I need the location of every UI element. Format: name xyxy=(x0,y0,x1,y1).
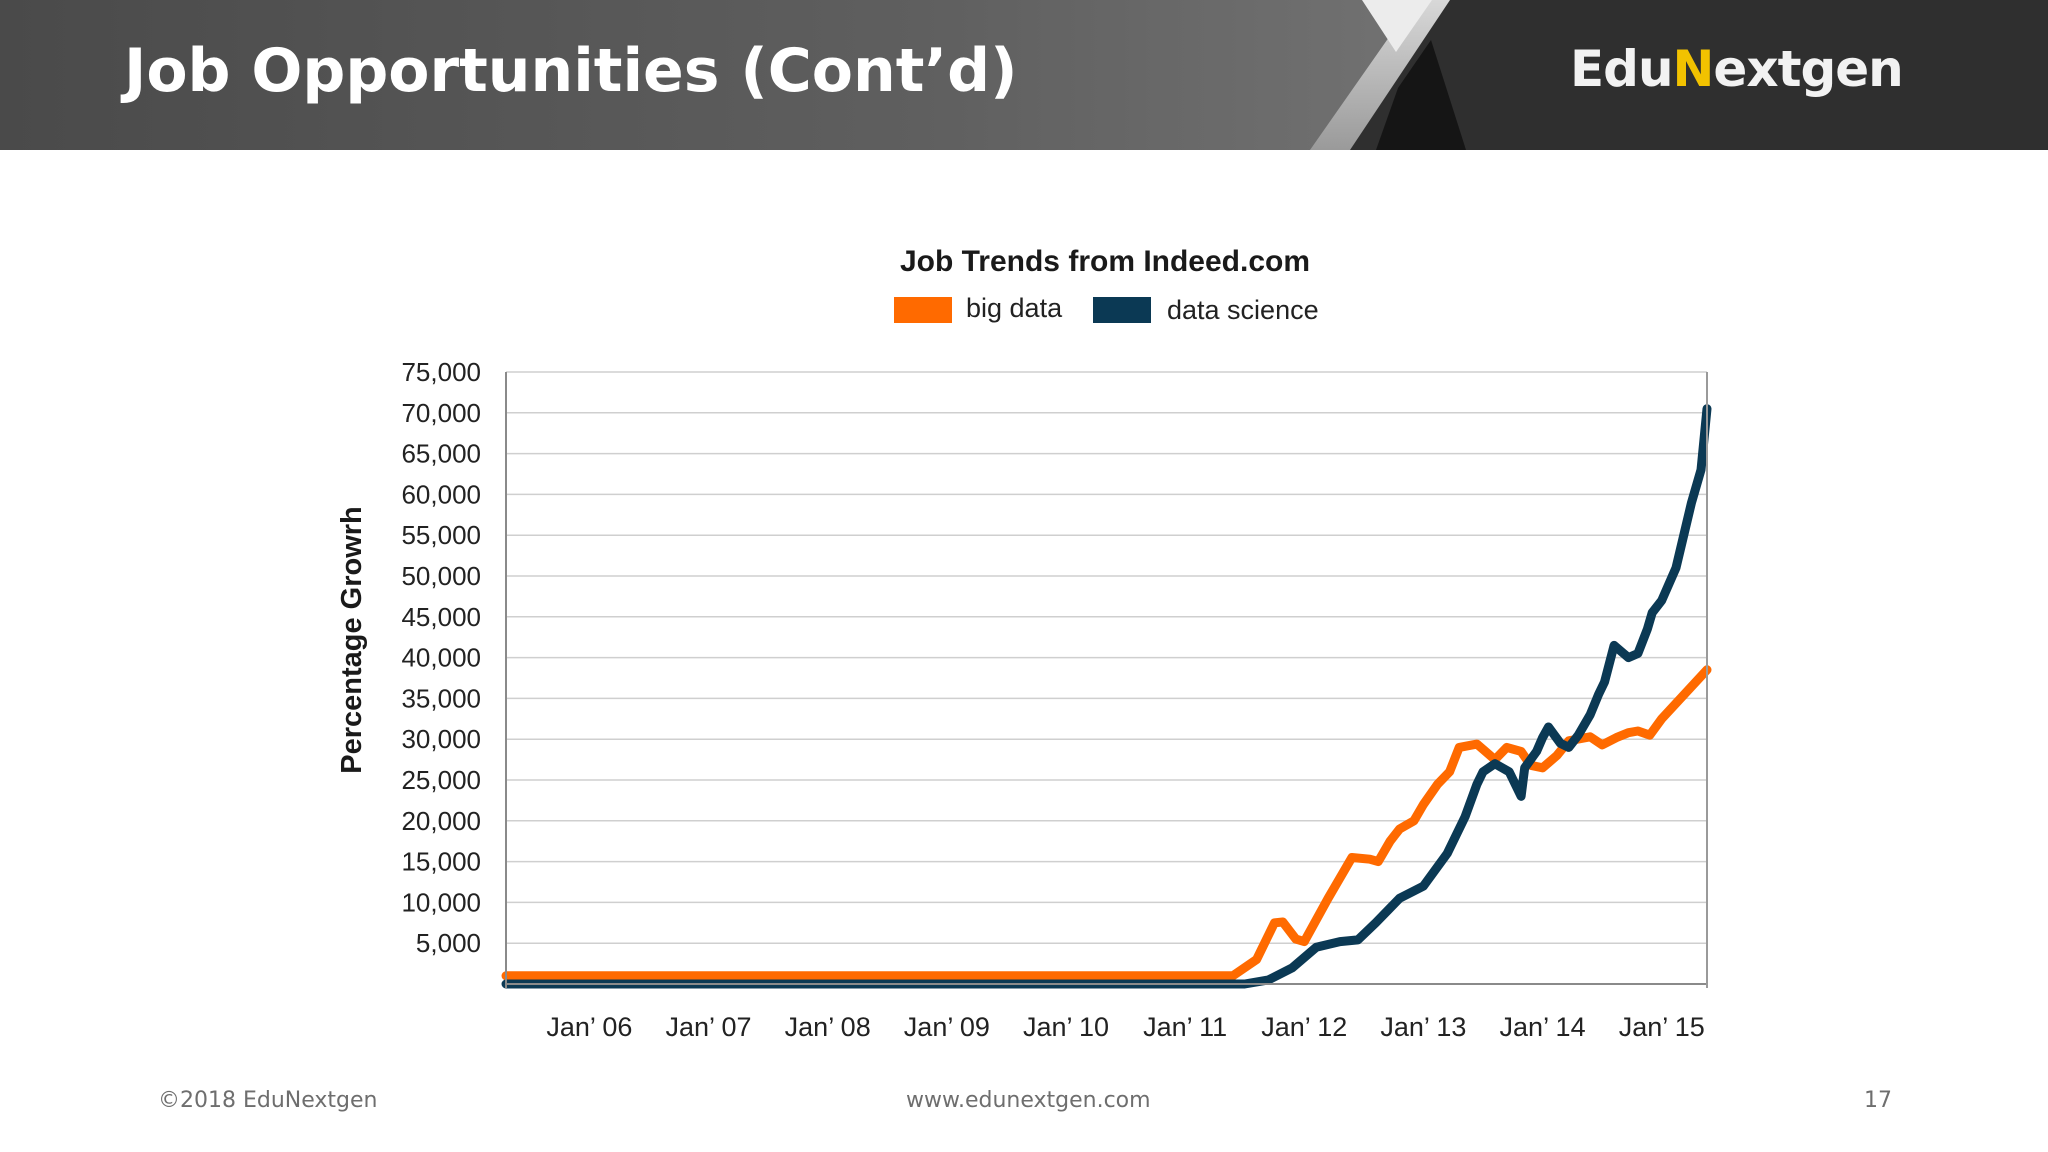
header-bar: Job Opportunities (Cont’d) EduNextgen xyxy=(0,0,2048,150)
job-trends-chart: 5,000 10,000 15,000 20,000 25,000 30,000 35,00… xyxy=(336,245,1712,1042)
y-tick-label: 20,000 xyxy=(401,806,481,836)
y-tick-label: 30,000 xyxy=(401,724,481,754)
x-tick-label: Jan’ 07 xyxy=(666,1012,752,1042)
y-tick-label: 75,000 xyxy=(401,357,481,387)
logo-n-mark: N xyxy=(1672,40,1715,98)
x-tick-label: Jan’ 11 xyxy=(1143,1012,1227,1042)
y-tick-label: 35,000 xyxy=(401,683,481,713)
y-tick-label: 15,000 xyxy=(401,847,481,877)
x-tick-label: Jan’ 10 xyxy=(1023,1012,1109,1042)
x-tick-label: Jan’ 15 xyxy=(1619,1012,1705,1042)
y-tick-label: 25,000 xyxy=(401,765,481,795)
plot-background xyxy=(505,370,1708,980)
grid-lines xyxy=(506,371,1707,944)
y-tick-labels: 5,000 10,000 15,000 20,000 25,000 30,000 35,00… xyxy=(401,357,481,958)
y-tick-label: 45,000 xyxy=(401,602,481,632)
y-axis-label: Percentage Growrh xyxy=(336,506,368,774)
logo-prefix: Edu xyxy=(1570,40,1674,98)
x-tick-label: Jan’ 09 xyxy=(904,1012,990,1042)
x-tick-labels: Jan’ 06 Jan’ 07 Jan’ 08 Jan’ 09 Jan’ 10 Jan’ … xyxy=(546,1012,1704,1042)
y-tick-label: 65,000 xyxy=(401,439,481,469)
y-tick-label: 40,000 xyxy=(401,643,481,673)
x-tick-label: Jan’ 13 xyxy=(1380,1012,1466,1042)
y-tick-label: 55,000 xyxy=(401,520,481,550)
logo-suffix: extgen xyxy=(1713,40,1903,98)
y-tick-label: 50,000 xyxy=(401,561,481,591)
footer-copyright: ©2018 EduNextgen xyxy=(158,1088,378,1113)
x-tick-label: Jan’ 08 xyxy=(785,1012,871,1042)
chart-area: 5,000 10,000 15,000 20,000 25,000 30,000 35,00… xyxy=(0,150,2048,1080)
chart-title: Job Trends from Indeed.com xyxy=(900,245,1310,278)
legend-label-data-science: data science xyxy=(1167,295,1319,325)
slide-title: Job Opportunities (Cont’d) xyxy=(124,36,1018,106)
y-tick-label: 5,000 xyxy=(416,928,481,958)
page-number: 17 xyxy=(1864,1088,1892,1113)
series-line-big-data xyxy=(501,665,1712,981)
edunextgen-logo: EduNextgen xyxy=(1570,40,1904,98)
legend-swatch-big-data xyxy=(894,297,952,323)
x-tick-label: Jan’ 06 xyxy=(546,1012,632,1042)
y-tick-label: 10,000 xyxy=(401,887,481,917)
y-tick-label: 70,000 xyxy=(401,398,481,428)
legend-swatch-data-science xyxy=(1093,297,1151,323)
y-tick-label: 60,000 xyxy=(401,479,481,509)
series-line-data-science xyxy=(501,404,1712,989)
x-tick-label: Jan’ 14 xyxy=(1500,1012,1586,1042)
series-lines xyxy=(501,404,1712,989)
legend-label-big-data: big data xyxy=(966,293,1063,323)
footer-url[interactable]: www.edunextgen.com xyxy=(906,1088,1151,1113)
x-tick-label: Jan’ 12 xyxy=(1261,1012,1347,1042)
